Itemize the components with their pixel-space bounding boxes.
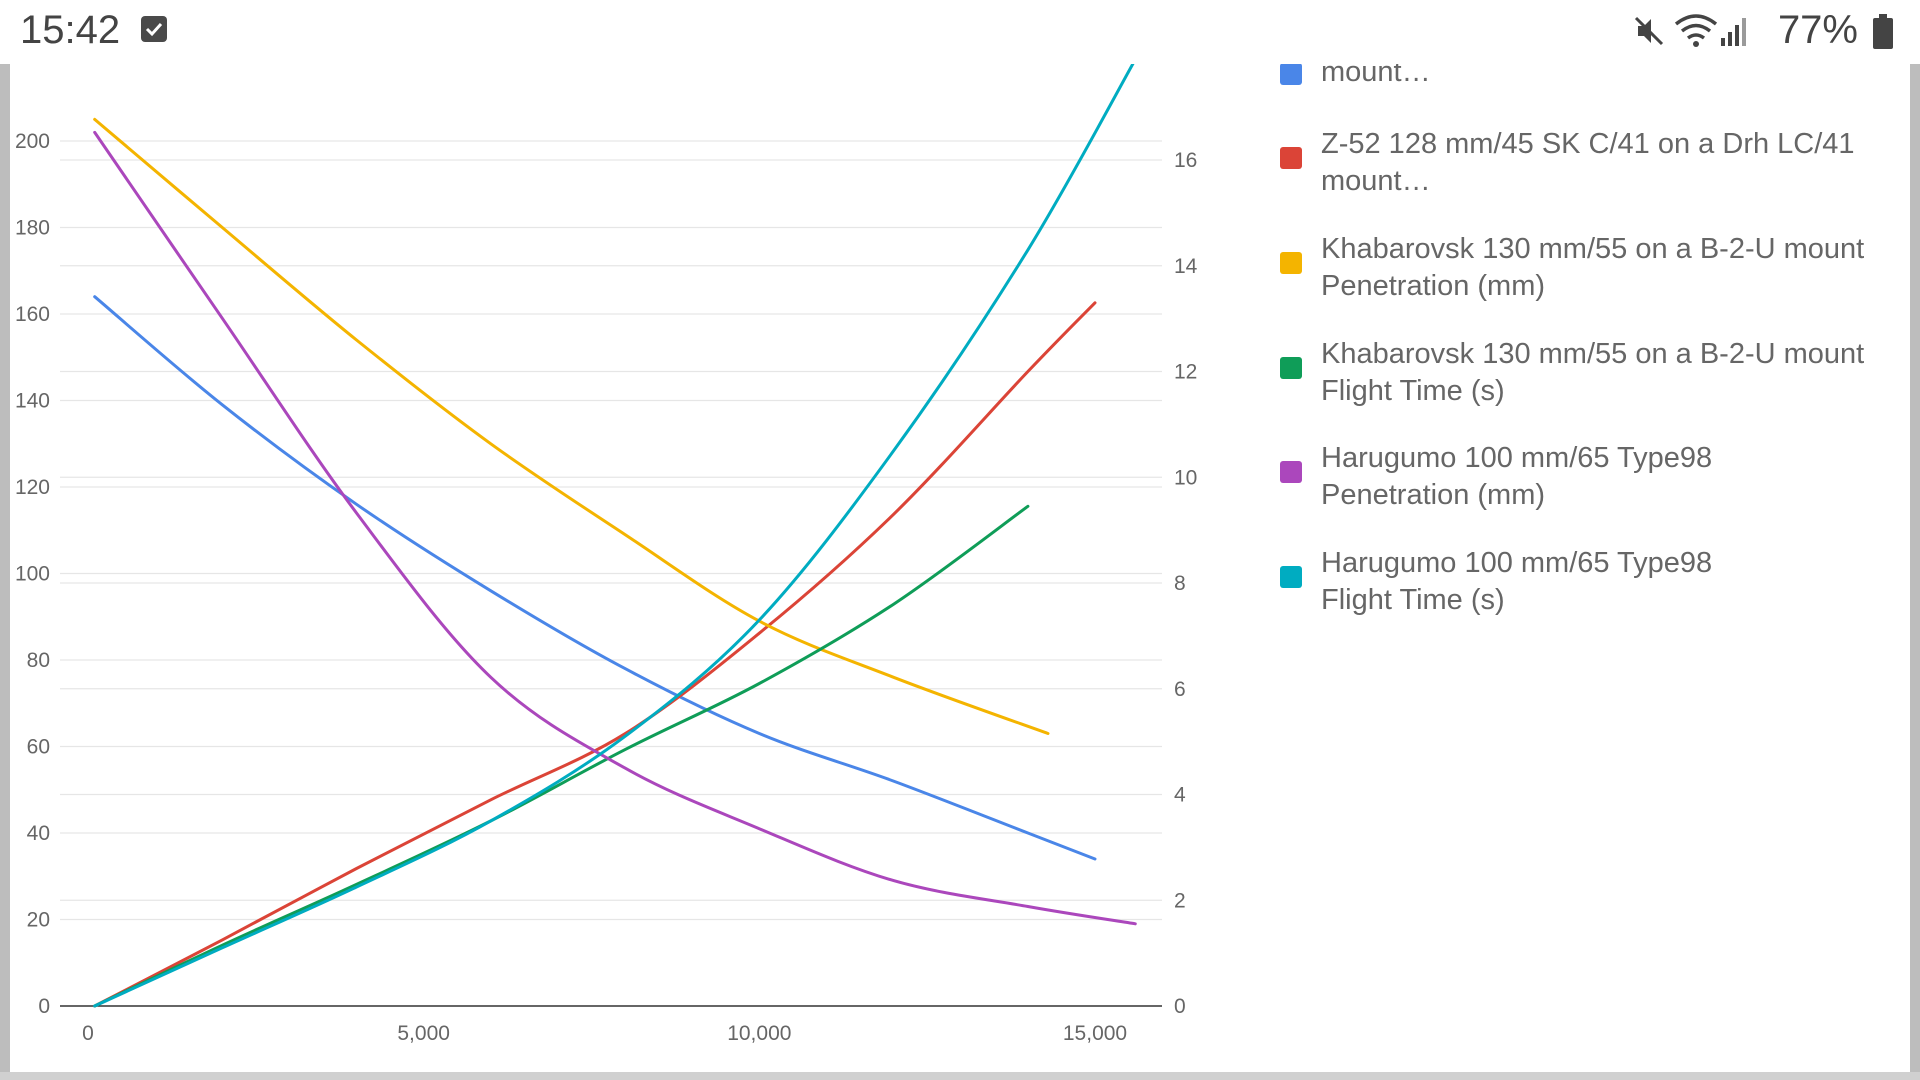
legend-swatch — [1280, 63, 1302, 85]
status-icons: 77% — [1598, 8, 1898, 56]
left-tick-label: 160 — [15, 303, 50, 326]
left-tick-label: 80 — [27, 649, 50, 672]
series-line-3 — [93, 117, 1050, 735]
battery-icon — [1873, 14, 1893, 49]
right-tick-label: 8 — [1174, 572, 1186, 595]
right-tick-label: 2 — [1174, 889, 1186, 912]
gridlines — [60, 140, 1162, 1007]
status-bar: 15:42 77% — [0, 0, 1920, 64]
legend-label: Harugumo 100 mm/65 Type98 Penetration (m… — [1321, 442, 1713, 511]
checkbox-icon — [141, 16, 167, 42]
right-tick-label: 10 — [1174, 466, 1197, 489]
legend-swatch — [1280, 566, 1302, 588]
x-tick-label: 0 — [82, 1022, 94, 1045]
right-scroll-edge — [1910, 64, 1920, 1077]
left-tick-label: 0 — [38, 995, 50, 1018]
right-tick-label: 4 — [1174, 784, 1186, 807]
series-line-2 — [93, 301, 1097, 1008]
left-y-axis: 0 20 40 60 80 100 120 140 160 180 200 — [15, 130, 50, 1018]
series-line-4 — [93, 504, 1030, 1008]
left-tick-label: 40 — [27, 822, 50, 845]
left-tick-label: 140 — [15, 390, 50, 413]
legend-swatch — [1280, 357, 1302, 379]
right-tick-label: 6 — [1174, 678, 1186, 701]
mute-icon — [1634, 16, 1664, 46]
signal-icon — [1721, 18, 1746, 46]
left-scroll-edge — [0, 64, 10, 1077]
right-y-axis: 0 2 4 6 8 10 12 14 16 — [1174, 149, 1198, 1018]
x-tick-label: 10,000 — [727, 1022, 791, 1045]
battery-percent: 77% — [1777, 8, 1858, 52]
legend-swatch — [1280, 252, 1302, 274]
right-tick-label: 12 — [1174, 361, 1197, 384]
left-tick-label: 60 — [27, 736, 50, 759]
bottom-edge — [0, 1072, 1920, 1080]
left-tick-label: 20 — [27, 909, 50, 932]
status-time: 15:42 — [20, 8, 121, 52]
x-tick-label: 5,000 — [397, 1022, 450, 1045]
series-line-6 — [93, 58, 1137, 1008]
legend-label: Khabarovsk 130 mm/55 on a B-2-U mount Fl… — [1321, 338, 1865, 407]
left-tick-label: 120 — [15, 476, 50, 499]
legend-label: Z-52 128 mm/45 SK C/41 on a Drh LC/41 mo… — [1321, 128, 1855, 197]
x-tick-label: 15,000 — [1063, 1022, 1127, 1045]
left-tick-label: 100 — [15, 563, 50, 586]
x-axis: 0 5,000 10,000 15,000 — [82, 1022, 1127, 1045]
series-line-1 — [93, 295, 1097, 861]
left-tick-label: 200 — [15, 130, 50, 153]
right-tick-label: 16 — [1174, 149, 1197, 172]
right-tick-label: 0 — [1174, 995, 1186, 1018]
right-tick-label: 14 — [1174, 255, 1198, 278]
legend-label: Khabarovsk 130 mm/55 on a B-2-U mount Pe… — [1321, 233, 1865, 302]
left-tick-label: 180 — [15, 217, 50, 240]
legend-swatch — [1280, 461, 1302, 483]
legend-label: Harugumo 100 mm/65 Type98 Flight Time (s… — [1321, 547, 1713, 616]
wifi-icon — [1674, 14, 1718, 47]
series-lines — [93, 58, 1137, 1008]
legend-swatch — [1280, 147, 1302, 169]
series-line-5 — [93, 130, 1137, 926]
